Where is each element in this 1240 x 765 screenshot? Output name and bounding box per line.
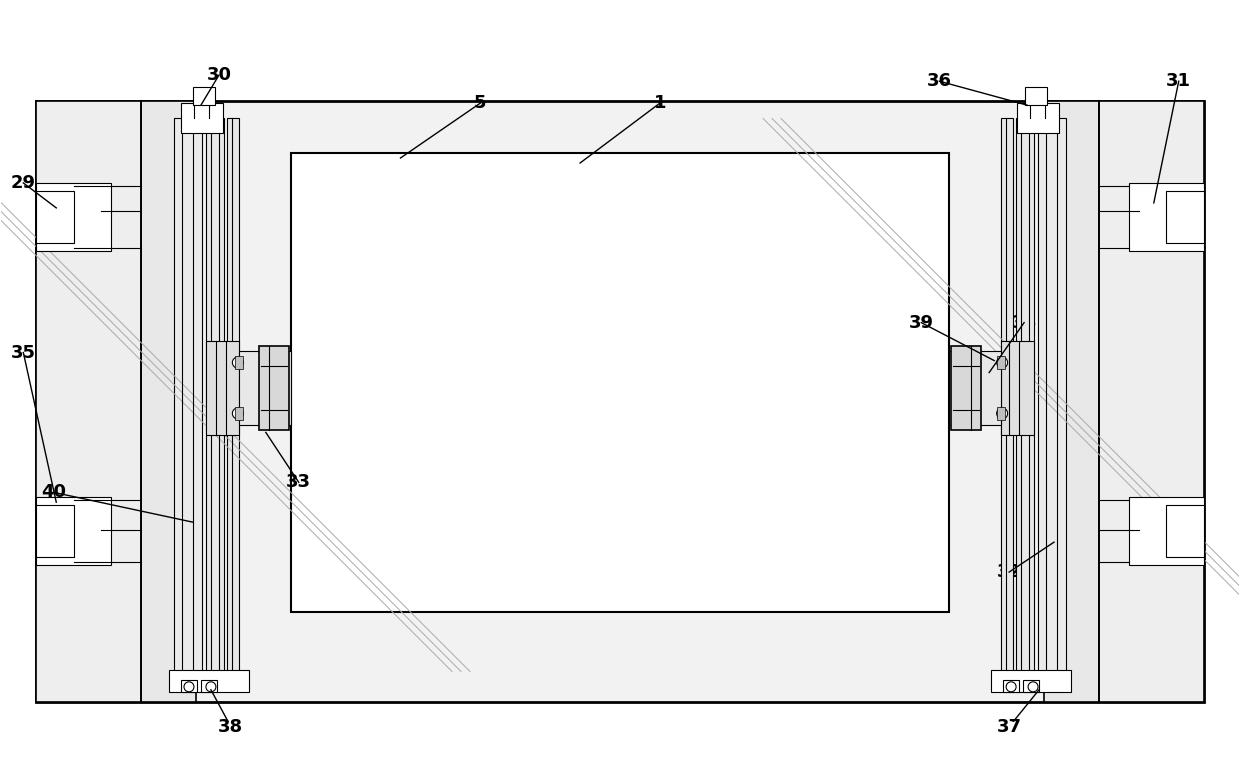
Bar — [1166, 505, 1204, 557]
Bar — [36, 505, 74, 557]
Bar — [991, 670, 1071, 692]
Bar — [997, 408, 1006, 421]
Text: 5: 5 — [474, 94, 486, 112]
Bar — [193, 87, 215, 105]
Bar — [950, 350, 1001, 425]
Bar — [174, 118, 202, 672]
Bar — [1023, 680, 1039, 692]
Bar — [1044, 101, 1099, 702]
Bar — [997, 356, 1006, 369]
Text: 38: 38 — [218, 718, 243, 736]
Bar — [1003, 680, 1019, 692]
Bar — [36, 183, 112, 251]
Bar — [36, 497, 112, 565]
Bar — [1099, 101, 1204, 702]
Bar — [206, 118, 224, 672]
Bar — [36, 101, 141, 702]
Bar — [181, 103, 223, 133]
Circle shape — [997, 357, 1008, 368]
Text: 39: 39 — [909, 314, 934, 332]
Bar — [1128, 183, 1204, 251]
Bar — [36, 101, 1204, 702]
Bar — [141, 101, 196, 702]
Bar — [1166, 191, 1204, 243]
Text: 31: 31 — [1167, 72, 1192, 90]
Bar — [234, 356, 243, 369]
Text: 29: 29 — [11, 174, 36, 192]
Bar — [1016, 118, 1034, 672]
Text: 37: 37 — [997, 718, 1022, 736]
Text: 40: 40 — [41, 483, 66, 501]
Bar — [234, 408, 243, 421]
Text: 32: 32 — [997, 563, 1022, 581]
Bar — [1128, 497, 1204, 565]
Bar — [206, 340, 239, 435]
Bar — [181, 680, 197, 692]
Bar — [1001, 340, 1034, 435]
Circle shape — [206, 682, 216, 692]
Text: 35: 35 — [11, 343, 36, 362]
Text: 36: 36 — [926, 72, 952, 90]
Bar — [259, 346, 289, 431]
Bar — [1025, 87, 1047, 105]
Circle shape — [232, 357, 243, 368]
Bar — [290, 153, 950, 612]
Text: 1: 1 — [653, 94, 666, 112]
Bar — [951, 346, 981, 431]
Text: 34: 34 — [1012, 314, 1037, 332]
Bar — [169, 670, 249, 692]
Circle shape — [997, 408, 1008, 419]
Circle shape — [184, 682, 193, 692]
Circle shape — [1006, 682, 1016, 692]
Bar — [1001, 118, 1013, 672]
Bar — [227, 118, 239, 672]
Bar — [36, 191, 74, 243]
Bar — [1017, 103, 1059, 133]
Bar — [1038, 118, 1066, 672]
Text: 30: 30 — [206, 67, 232, 84]
Circle shape — [232, 408, 243, 419]
Text: 33: 33 — [286, 474, 311, 491]
Bar — [201, 680, 217, 692]
Circle shape — [1028, 682, 1038, 692]
Bar — [239, 350, 290, 425]
